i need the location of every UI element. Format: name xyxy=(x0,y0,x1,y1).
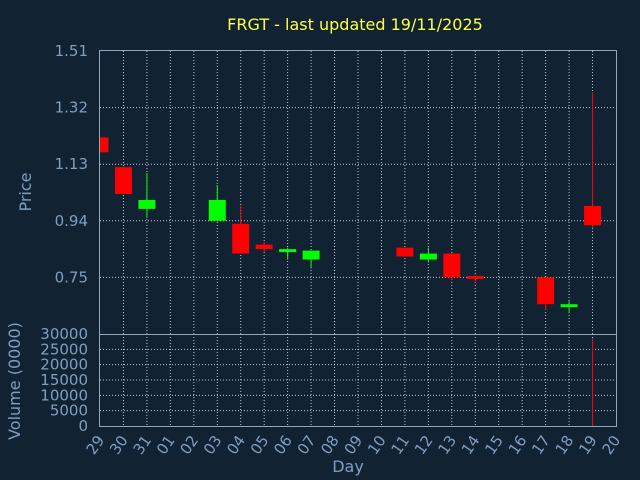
x-tick-label: 04 xyxy=(223,432,249,458)
candle-body xyxy=(302,250,320,260)
x-tick-label: 20 xyxy=(599,432,625,458)
volume-tick-label: 15000 xyxy=(40,371,88,389)
x-tick-label: 16 xyxy=(505,432,531,458)
volume-tick-label: 30000 xyxy=(40,325,88,343)
x-tick-label: 29 xyxy=(83,432,109,458)
x-tick-label: 03 xyxy=(200,432,226,458)
candle-body xyxy=(255,244,273,250)
x-tick-label: 18 xyxy=(552,432,578,458)
x-tick-label: 13 xyxy=(434,432,460,458)
candle-body xyxy=(419,253,437,260)
volume-panel-frame xyxy=(99,334,617,427)
candle-body xyxy=(232,223,250,254)
x-tick-label: 09 xyxy=(341,432,367,458)
candle-body xyxy=(279,249,297,253)
volume-tick-label: 10000 xyxy=(40,386,88,404)
x-tick-label: 14 xyxy=(458,432,484,458)
x-tick-label: 11 xyxy=(387,432,413,458)
x-axis-label: Day xyxy=(332,457,364,476)
price-tick-label: 1.32 xyxy=(55,99,88,117)
x-tick-label: 12 xyxy=(411,432,437,458)
volume-axis-label: Volume (0000) xyxy=(5,322,24,440)
price-tick-label: 0.94 xyxy=(55,212,88,230)
candle-body xyxy=(138,199,156,209)
price-tick-label: 0.75 xyxy=(55,268,88,286)
candle-body xyxy=(584,205,602,226)
x-tick-label: 02 xyxy=(176,432,202,458)
x-tick-label: 31 xyxy=(129,432,155,458)
price-tick-labels: 1.51 1.32 1.13 0.94 0.75 xyxy=(55,42,88,286)
x-tick-label: 10 xyxy=(364,432,390,458)
x-tick-label: 01 xyxy=(153,432,179,458)
volume-tick-label: 0 xyxy=(78,417,88,435)
x-tick-label: 15 xyxy=(481,432,507,458)
x-tick-labels: 2930310102030405060708091011121314151617… xyxy=(83,432,625,458)
candle-body xyxy=(466,275,484,279)
x-tick-label: 05 xyxy=(247,432,273,458)
chart-title: FRGT - last updated 19/11/2025 xyxy=(227,15,483,34)
x-tick-label: 08 xyxy=(317,432,343,458)
x-tick-label: 30 xyxy=(106,432,132,458)
candle-body xyxy=(208,199,226,221)
x-tick-label: 07 xyxy=(294,432,320,458)
price-tick-label: 1.51 xyxy=(55,42,88,60)
volume-tick-label: 25000 xyxy=(40,340,88,358)
candle-body xyxy=(114,167,132,194)
candles xyxy=(99,92,602,314)
volume-tick-label: 5000 xyxy=(50,402,88,420)
price-grid xyxy=(100,51,616,334)
price-tick-label: 1.13 xyxy=(55,155,88,173)
x-tick-label: 06 xyxy=(270,432,296,458)
candle-body xyxy=(560,304,578,308)
candle-body xyxy=(537,277,555,305)
candle-body xyxy=(396,247,414,257)
candle-body xyxy=(100,137,109,153)
volume-grid xyxy=(100,334,616,426)
x-tick-label: 19 xyxy=(575,432,601,458)
volume-tick-label: 20000 xyxy=(40,356,88,374)
price-axis-label: Price xyxy=(16,172,35,211)
x-tick-label: 17 xyxy=(528,432,554,458)
candle-body xyxy=(443,253,461,278)
